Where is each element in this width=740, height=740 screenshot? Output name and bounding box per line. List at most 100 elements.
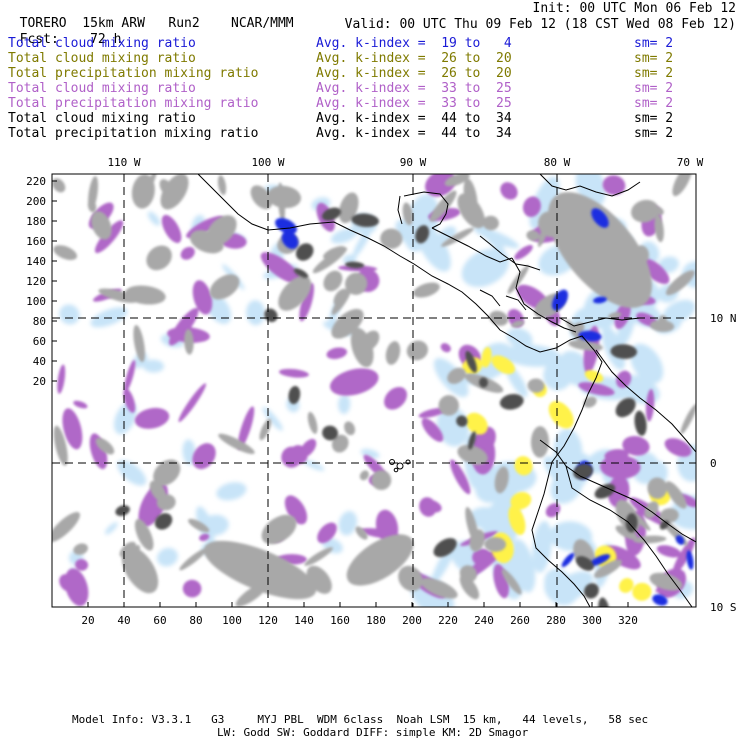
x-tick-label-7: 160 — [330, 614, 350, 627]
violet-cell — [607, 475, 630, 508]
x-tick-label-15: 320 — [618, 614, 638, 627]
violet-cell — [317, 522, 337, 544]
violet-cell — [192, 280, 213, 315]
blue-cell — [593, 296, 607, 304]
violet-cell — [134, 407, 170, 429]
gray-area — [548, 192, 652, 308]
y-tick-label-0: 220 — [26, 175, 46, 188]
latitude-labels: 10 N 0 10 S — [710, 312, 737, 614]
yellow-cell — [548, 401, 574, 429]
gray-cell — [73, 543, 88, 555]
violet-cell — [440, 343, 451, 353]
gray-cell — [333, 288, 349, 307]
violet-cell — [422, 499, 442, 513]
gray-cell — [484, 537, 507, 552]
violet-cell — [602, 175, 626, 196]
yellow-cell — [481, 347, 492, 368]
gray-cell — [402, 202, 413, 226]
gray-cell — [209, 274, 240, 300]
gray-cell — [307, 411, 318, 434]
light-blue-cell — [147, 211, 161, 226]
gray-area — [121, 546, 159, 594]
longitude-labels: 110 W 100 W 90 W 80 W 70 W — [107, 156, 703, 169]
light-blue-cell — [216, 482, 247, 501]
galapagos-islands — [389, 459, 411, 473]
dark-gray-cell — [615, 397, 636, 418]
violet-cell — [73, 400, 88, 409]
violet-cell — [514, 245, 533, 260]
light-blue-cell — [629, 343, 664, 384]
gray-cell — [672, 174, 692, 197]
legend-smoothing-4: sm= 2 — [634, 96, 674, 111]
light-blue-cell — [461, 248, 510, 288]
gray-cell — [527, 378, 545, 393]
legend-kindex-0: Avg. k-index = 19 to 4 — [316, 36, 512, 51]
violet-cell — [672, 537, 696, 575]
y-tick-label-7: 80 — [33, 315, 46, 328]
dark-gray-cell — [594, 483, 616, 499]
lon-label-4: 70 W — [677, 156, 704, 169]
header-row-2: Fcst: 72 h — [4, 17, 122, 47]
gray-cell — [188, 518, 210, 533]
gray-cell — [359, 470, 369, 481]
gray-cell — [649, 205, 664, 216]
dark-gray-cell — [625, 513, 638, 533]
gray-cell — [133, 324, 146, 363]
blue-cell — [675, 535, 685, 545]
gray-cell — [413, 282, 440, 298]
violet-cell — [522, 196, 541, 218]
gray-cell — [654, 214, 664, 243]
gray-cell — [160, 174, 189, 210]
dark-gray-cell — [479, 377, 488, 388]
yellow-cell — [491, 355, 515, 374]
blue-cell — [275, 217, 297, 235]
dark-gray-cell — [499, 393, 524, 410]
legend-kindex-2: Avg. k-index = 26 to 20 — [316, 66, 512, 81]
gray-cell — [278, 275, 312, 311]
dark-gray-cell — [154, 513, 173, 530]
dark-gray-cell — [634, 410, 647, 436]
dark-gray-cell — [322, 207, 342, 221]
gray-cell — [469, 529, 485, 552]
violet-cell — [182, 579, 202, 598]
violet-cell — [284, 495, 308, 525]
light-blue-cell — [338, 511, 358, 536]
y-tick-label-9: 40 — [33, 355, 46, 368]
gray-cell — [131, 174, 155, 209]
gray-cell — [429, 190, 457, 222]
forecast-label: Fcst: — [19, 32, 59, 47]
x-tick-label-2: 60 — [153, 614, 166, 627]
x-tick-label-1: 40 — [117, 614, 130, 627]
violet-cell — [278, 368, 309, 378]
violet-cell — [161, 214, 182, 244]
blue-cell — [589, 554, 611, 566]
x-tick-label-10: 220 — [438, 614, 458, 627]
gray-cell — [91, 211, 112, 240]
dark-gray-cell — [295, 243, 314, 261]
gray-cell — [482, 215, 499, 231]
legend-smoothing-3: sm= 2 — [634, 81, 674, 96]
gray-cell — [261, 514, 297, 545]
legend-field-0: Total cloud mixing ratio — [8, 36, 196, 51]
gray-cell — [566, 319, 590, 351]
y-tick-label-4: 140 — [26, 255, 46, 268]
light-blue-cell — [338, 394, 351, 414]
gray-cell — [457, 444, 488, 465]
lon-label-2: 90 W — [400, 156, 427, 169]
lon-label-3: 80 W — [544, 156, 571, 169]
map-panel: 220 200 180 160 140 120 100 80 60 40 20 20 40 60 80 10… — [26, 156, 737, 627]
gray-cell — [463, 178, 478, 216]
yellow-cell — [632, 582, 652, 601]
violet-cell — [57, 364, 66, 394]
gray-cell — [53, 425, 68, 466]
dark-gray-cell — [115, 505, 130, 517]
violet-cell — [450, 459, 471, 495]
gray-cell — [441, 227, 474, 247]
gray-cell — [447, 367, 466, 384]
violet-cell — [260, 252, 301, 284]
gray-cell — [345, 272, 368, 295]
violet-cell — [178, 383, 207, 423]
gray-cell — [665, 481, 687, 509]
gray-cell — [52, 178, 66, 193]
gray-shading — [52, 174, 696, 607]
